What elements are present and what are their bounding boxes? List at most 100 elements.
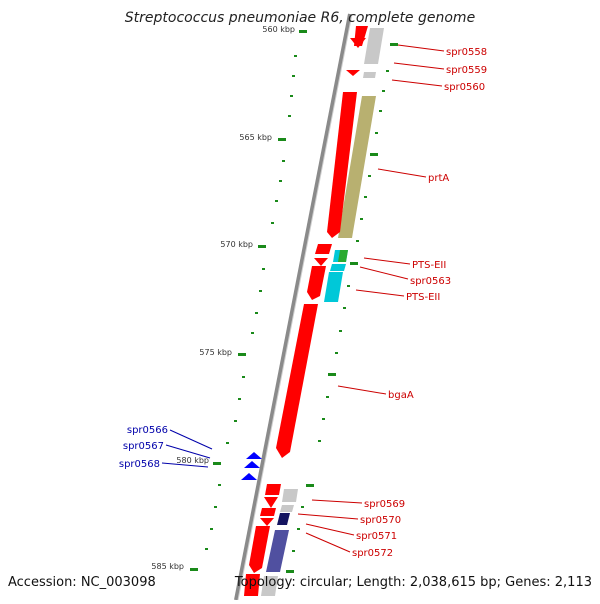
gene-arrow[interactable] — [315, 244, 332, 254]
leader-line — [337, 385, 387, 395]
gc-mark — [292, 550, 295, 552]
gene-label-spr0560[interactable]: spr0560 — [444, 82, 485, 93]
gc-mark — [343, 307, 346, 309]
gc-mark — [294, 55, 297, 57]
gene-feature-navy[interactable] — [277, 513, 290, 525]
gc-mark — [271, 222, 274, 224]
gc-mark — [370, 153, 378, 156]
gc-mark — [259, 290, 262, 292]
gene-arrow[interactable] — [244, 574, 260, 596]
gc-mark — [318, 440, 321, 442]
gc-mark — [275, 200, 278, 202]
gene-feature-grey[interactable] — [282, 489, 298, 502]
left-gene-labels: spr0566 spr0567 spr0568 — [119, 425, 168, 470]
gene-label-bgaa[interactable]: bgaA — [388, 390, 414, 401]
gc-mark — [339, 330, 342, 332]
accession-text: Accession: NC_003098 — [8, 575, 156, 590]
gene-arrow[interactable] — [260, 508, 276, 516]
gene-feature-green[interactable] — [338, 250, 348, 262]
tick-label: 580 kbp — [176, 456, 209, 465]
gene-feature-olive[interactable] — [338, 96, 376, 238]
leader-line — [355, 289, 405, 297]
genome-backbone — [234, 13, 352, 601]
gc-content-track — [286, 43, 398, 573]
gc-mark — [326, 396, 329, 398]
gc-mark — [364, 196, 367, 198]
gene-feature-cyan[interactable] — [330, 264, 346, 271]
leader-line — [165, 444, 211, 459]
gene-label-spr0569[interactable]: spr0569 — [364, 499, 405, 510]
gene-label-pts-eii[interactable]: PTS-EII — [412, 260, 446, 271]
gc-mark — [390, 43, 398, 46]
gc-mark — [218, 484, 221, 486]
feature-track-outer — [261, 28, 384, 596]
gene-label-spr0572[interactable]: spr0572 — [352, 548, 393, 559]
gc-mark — [213, 462, 221, 465]
gene-label-pts-eii-2[interactable]: PTS-EII — [406, 292, 440, 303]
gene-label-spr0566[interactable]: spr0566 — [127, 425, 168, 436]
gc-mark — [356, 240, 359, 242]
gene-arrow[interactable] — [276, 304, 318, 458]
gc-mark — [238, 398, 241, 400]
gc-mark — [328, 373, 336, 376]
gene-arrow-reverse[interactable] — [244, 461, 260, 468]
leader-line — [169, 429, 213, 450]
gc-mark — [375, 132, 378, 134]
gene-arrow-reverse[interactable] — [246, 452, 262, 459]
gc-mark — [350, 262, 358, 265]
gene-label-spr0568[interactable]: spr0568 — [119, 459, 160, 470]
gc-mark — [226, 442, 229, 444]
gene-feature-grey[interactable] — [280, 505, 294, 512]
gene-arrow[interactable] — [307, 266, 326, 300]
gene-arrow[interactable] — [314, 258, 328, 266]
gc-mark — [288, 115, 291, 117]
gc-mark — [322, 418, 325, 420]
gene-feature-cyan[interactable] — [324, 272, 343, 302]
gene-label-spr0567[interactable]: spr0567 — [123, 441, 164, 452]
gc-mark — [190, 568, 198, 571]
gc-mark — [386, 70, 389, 72]
gene-label-spr0563[interactable]: spr0563 — [410, 276, 451, 287]
gc-mark — [242, 376, 245, 378]
gc-skew-track — [190, 30, 307, 571]
map-title: Streptococcus pneumoniae R6, complete ge… — [124, 10, 476, 26]
gene-arrow[interactable] — [264, 497, 278, 508]
right-gene-labels: spr0558 spr0559 spr0560 prtA PTS-EII spr… — [352, 47, 487, 559]
gc-mark — [368, 175, 371, 177]
gene-arrow[interactable] — [249, 526, 270, 573]
gene-label-spr0559[interactable]: spr0559 — [446, 65, 487, 76]
gene-label-spr0571[interactable]: spr0571 — [356, 531, 397, 542]
gene-arrow[interactable] — [350, 38, 366, 48]
reverse-genes — [241, 452, 262, 480]
axis-tick-labels: 560 kbp 565 kbp 570 kbp 575 kbp 580 kbp … — [151, 25, 295, 571]
gc-mark — [205, 548, 208, 550]
gc-mark — [301, 506, 304, 508]
gc-mark — [255, 312, 258, 314]
gc-mark — [360, 218, 363, 220]
tick-label: 575 kbp — [199, 348, 232, 357]
gene-arrow[interactable] — [260, 518, 274, 526]
gene-arrow[interactable] — [265, 484, 281, 495]
gene-label-spr0558[interactable]: spr0558 — [446, 47, 487, 58]
gene-feature-grey[interactable] — [261, 576, 278, 596]
gc-mark — [292, 75, 295, 77]
gene-arrow[interactable] — [346, 70, 360, 76]
leader-line — [393, 62, 445, 70]
gene-feature-grey[interactable] — [363, 72, 376, 78]
genome-summary-text: Topology: circular; Length: 2,038,615 bp… — [234, 575, 592, 590]
gc-mark — [347, 285, 350, 287]
gene-label-prta[interactable]: prtA — [428, 173, 449, 184]
gene-feature-grey[interactable] — [364, 28, 384, 64]
gc-mark — [278, 138, 286, 141]
leader-line — [305, 523, 355, 536]
gene-label-spr0570[interactable]: spr0570 — [360, 515, 401, 526]
gene-feature-navy[interactable] — [266, 530, 289, 572]
leader-line — [161, 462, 209, 468]
gene-arrow[interactable] — [327, 92, 357, 238]
gc-mark — [238, 353, 246, 356]
gc-mark — [214, 506, 217, 508]
gene-arrow-reverse[interactable] — [241, 473, 257, 480]
gc-mark — [251, 332, 254, 334]
leader-line — [377, 168, 427, 178]
